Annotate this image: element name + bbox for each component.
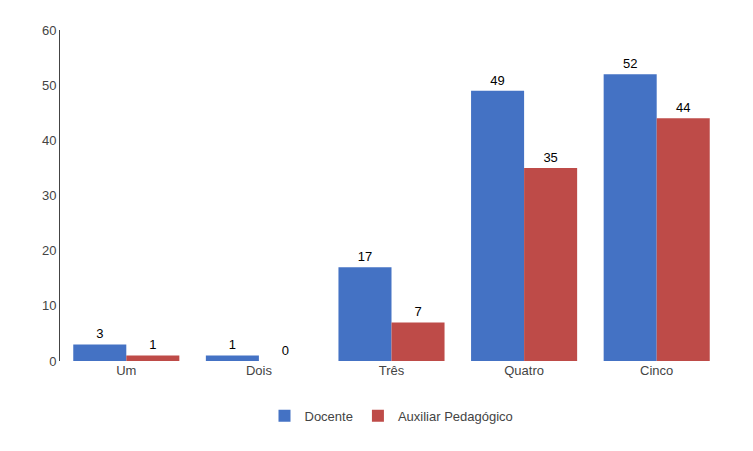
svg-text:40: 40 [42,133,56,148]
svg-text:1: 1 [149,337,156,352]
svg-text:44: 44 [676,100,690,115]
svg-text:Quatro: Quatro [504,363,544,378]
svg-text:1: 1 [229,337,236,352]
svg-text:7: 7 [414,304,421,319]
svg-text:0: 0 [282,343,289,358]
svg-text:52: 52 [623,56,637,71]
svg-text:35: 35 [543,150,557,165]
svg-text:Três: Três [379,363,405,378]
svg-text:17: 17 [358,249,372,264]
svg-text:60: 60 [42,23,56,38]
svg-text:10: 10 [42,298,56,313]
svg-text:Dois: Dois [246,363,273,378]
svg-text:Auxiliar Pedagógico: Auxiliar Pedagógico [398,409,513,424]
svg-text:49: 49 [490,73,504,88]
svg-text:Um: Um [116,363,136,378]
svg-text:Cinco: Cinco [640,363,673,378]
svg-text:20: 20 [42,243,56,258]
svg-text:Docente: Docente [305,409,353,424]
svg-text:30: 30 [42,188,56,203]
svg-text:50: 50 [42,78,56,93]
svg-text:3: 3 [96,326,103,341]
svg-text:0: 0 [49,354,56,369]
